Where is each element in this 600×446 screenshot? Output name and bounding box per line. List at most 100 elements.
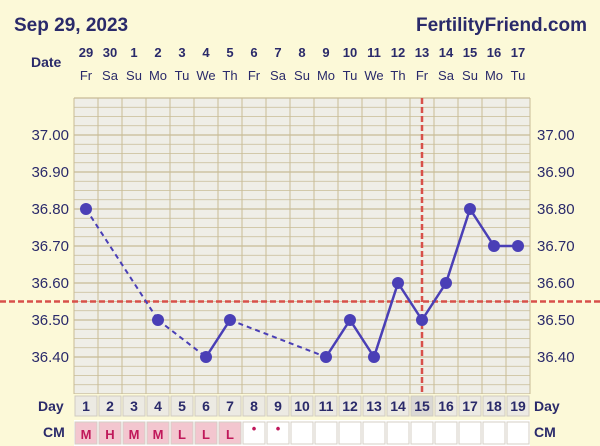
weekday-label: Mo <box>317 68 335 83</box>
cm-value: H <box>105 427 114 442</box>
day-cell <box>338 395 362 417</box>
temp-point <box>488 240 500 252</box>
weekday-label: Th <box>390 68 405 83</box>
day-cell <box>266 395 290 417</box>
temp-segment <box>324 319 352 358</box>
brand-link[interactable]: FertilityFriend.com <box>416 15 587 36</box>
date-label: 11 <box>367 45 381 60</box>
date-label: 4 <box>202 45 210 60</box>
y-tick-left: 36.60 <box>31 275 69 292</box>
cm-value: L <box>202 427 210 442</box>
day-label: 18 <box>486 398 502 414</box>
day-cell <box>122 395 146 417</box>
date-label: 3 <box>178 45 185 60</box>
temp-segment <box>420 282 448 321</box>
cm-row-label: CM <box>43 424 65 440</box>
cm-cell <box>506 421 530 445</box>
cm-cell <box>362 421 386 445</box>
weekday-label: Tu <box>175 68 190 83</box>
weekday-label: Th <box>222 68 237 83</box>
cm-cell <box>170 421 194 445</box>
day-label: 4 <box>154 398 162 414</box>
temp-segment <box>348 319 376 358</box>
weekday-label: We <box>196 68 215 83</box>
day-cell <box>410 395 434 417</box>
day-cell <box>146 395 170 417</box>
date-label: 30 <box>103 45 117 60</box>
y-axis-labels: 37.00 37.00 36.90 36.90 36.80 36.80 36.70 36.70… <box>31 127 574 366</box>
y-tick-left: 36.80 <box>31 201 69 218</box>
weekday-label: Tu <box>343 68 358 83</box>
cm-cell <box>218 421 242 445</box>
temp-point <box>200 351 212 363</box>
date-label: 12 <box>391 45 405 60</box>
cm-cell <box>410 421 434 445</box>
y-tick-left: 37.00 <box>31 127 69 144</box>
cm-value: L <box>178 427 186 442</box>
cm-cell <box>458 421 482 445</box>
temperature-points <box>80 203 524 363</box>
date-label: 9 <box>322 45 329 60</box>
weekday-label: Su <box>462 68 478 83</box>
weekday-label: We <box>364 68 383 83</box>
cm-row-label-right: CM <box>534 424 556 440</box>
y-tick-right: 36.50 <box>537 312 575 329</box>
weekday-label: Fr <box>248 68 261 83</box>
chart-date: Sep 29, 2023 <box>14 15 128 36</box>
date-label: 15 <box>463 45 477 60</box>
day-cell <box>218 395 242 417</box>
day-cell <box>386 395 410 417</box>
temp-point <box>416 314 428 326</box>
day-cell <box>314 395 338 417</box>
temperature-line <box>85 208 518 358</box>
y-tick-right: 36.60 <box>537 275 575 292</box>
day-label: 5 <box>178 398 186 414</box>
temp-point <box>464 203 476 215</box>
date-label: 8 <box>298 45 305 60</box>
y-tick-left: 36.50 <box>31 312 69 329</box>
temp-segment-dashed <box>157 319 207 358</box>
date-label: 17 <box>511 45 525 60</box>
day-cell <box>482 395 506 417</box>
day-label: 7 <box>226 398 234 414</box>
weekday-label: Fr <box>416 68 429 83</box>
cm-value: L <box>226 427 234 442</box>
day-row: 1 2 3 4 5 6 7 8 9 10 11 12 13 14 15 16 17 18 19 <box>74 395 530 417</box>
temp-point <box>344 314 356 326</box>
day-cell <box>170 395 194 417</box>
weekday-label: Su <box>126 68 142 83</box>
cm-cell <box>242 421 266 445</box>
cm-cell <box>290 421 314 445</box>
day-cell <box>242 395 266 417</box>
day-cell <box>98 395 122 417</box>
cm-cell <box>266 421 290 445</box>
temp-point <box>320 351 332 363</box>
day-label: 15 <box>414 398 430 414</box>
day-row-label: Day <box>38 398 64 414</box>
y-tick-right: 36.40 <box>537 349 575 366</box>
day-label: 1 <box>82 398 90 414</box>
date-label: 1 <box>130 45 137 60</box>
date-label: 14 <box>439 45 454 60</box>
day-cell <box>506 395 530 417</box>
weekday-label: Fr <box>80 68 93 83</box>
y-tick-right: 36.90 <box>537 164 575 181</box>
weekday-label: Sa <box>270 68 287 83</box>
day-label: 3 <box>130 398 138 414</box>
cm-value: M <box>153 427 164 442</box>
cm-cell <box>146 421 170 445</box>
date-label: 10 <box>343 45 357 60</box>
day-label: 16 <box>438 398 454 414</box>
y-tick-left: 36.90 <box>31 164 69 181</box>
day-label: 12 <box>342 398 358 414</box>
day-cell <box>194 395 218 417</box>
day-row-label-right: Day <box>534 398 560 414</box>
date-label: 2 <box>154 45 161 60</box>
y-tick-left: 36.70 <box>31 238 69 255</box>
temp-segment <box>444 208 472 284</box>
day-label: 19 <box>510 398 526 414</box>
weekday-label: Mo <box>485 68 503 83</box>
date-label: 29 <box>79 45 93 60</box>
